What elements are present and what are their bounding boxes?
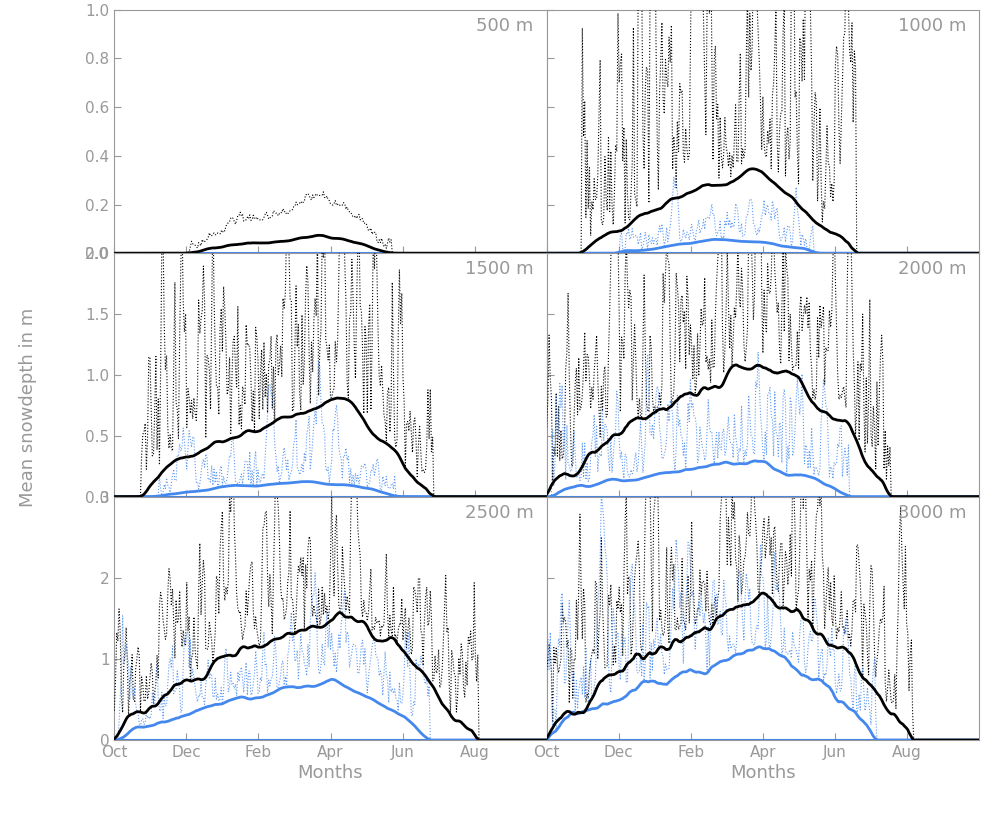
X-axis label: Months: Months xyxy=(730,764,796,782)
Text: 2500 m: 2500 m xyxy=(465,504,534,522)
Text: 1000 m: 1000 m xyxy=(898,17,966,35)
X-axis label: Months: Months xyxy=(297,764,364,782)
Text: 500 m: 500 m xyxy=(476,17,534,35)
Text: 2000 m: 2000 m xyxy=(898,261,966,279)
Text: Mean snowdepth in m: Mean snowdepth in m xyxy=(19,308,37,507)
Text: 3000 m: 3000 m xyxy=(898,504,966,522)
Text: 1500 m: 1500 m xyxy=(465,261,534,279)
